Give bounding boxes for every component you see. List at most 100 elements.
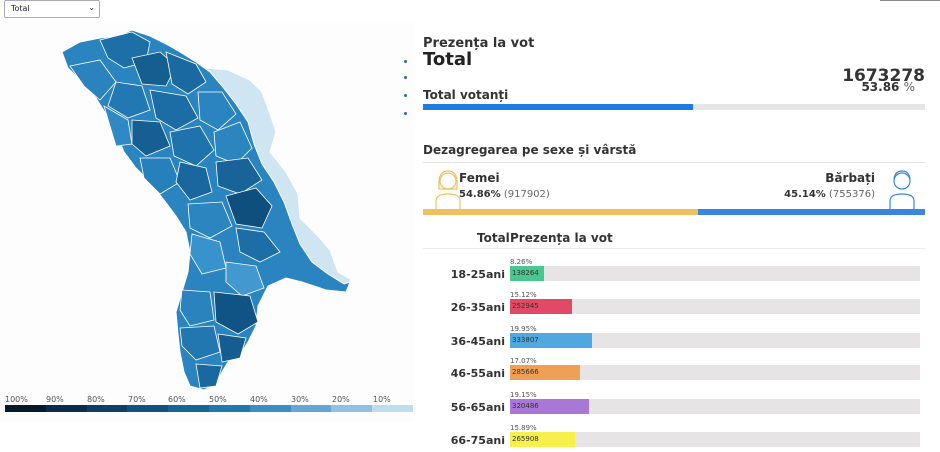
map-district[interactable] (195, 363, 223, 389)
age-row-track: 265908 (510, 432, 920, 447)
male-value: 45.14% (755376) (784, 189, 875, 200)
scale-label: 70% (128, 395, 146, 404)
age-row: 18-25ani 8.26% 138264 (423, 258, 925, 286)
percent-unit: % (903, 80, 915, 94)
male-percent: 45.14% (784, 189, 826, 200)
age-row-count: 252945 (512, 302, 539, 310)
map-district[interactable] (225, 261, 265, 297)
color-scale-segment (5, 405, 46, 412)
age-row-bar (510, 299, 572, 314)
map-district[interactable] (215, 157, 263, 195)
age-row-count: 138264 (512, 269, 539, 277)
color-scale-segment (45, 405, 87, 412)
map-district[interactable] (197, 91, 237, 131)
scale-label: 100% (5, 395, 28, 404)
age-row: 56-65ani 19.15% 320486 (423, 391, 925, 419)
divider (423, 162, 925, 163)
map-district[interactable] (175, 161, 213, 201)
color-scale-segment (372, 405, 413, 412)
age-row-bar (510, 399, 589, 414)
total-turnout-percent-value: 53.86 (861, 80, 900, 94)
gender-breakdown: Femei 54.86% (917902) Bărbați 45.14% (75… (423, 165, 925, 215)
age-row: 66-75ani 15.89% 265908 (423, 424, 925, 452)
map-district[interactable] (107, 81, 151, 119)
female-icon (435, 170, 461, 211)
total-voters-bar (423, 104, 925, 110)
turnout-heading: Prezența la vot (423, 36, 535, 51)
scale-label: 50% (209, 395, 227, 404)
total-voters-count: 1673278 (842, 66, 925, 86)
color-scale-segment (127, 405, 169, 412)
scale-label: 60% (168, 395, 186, 404)
map-district[interactable] (213, 291, 259, 335)
male-label: Bărbați (825, 171, 875, 185)
female-label: Femei (459, 171, 500, 185)
map-district[interactable] (235, 227, 281, 263)
female-percent: 54.86% (459, 189, 501, 200)
age-row-track: 320486 (510, 399, 920, 414)
age-row-bar (510, 432, 576, 447)
age-row-label: 26-35ani (450, 301, 505, 314)
map-district[interactable] (139, 157, 181, 195)
gender-bar-female (423, 209, 699, 215)
color-scale-segment (290, 405, 332, 412)
color-scale-segment (249, 405, 291, 412)
age-row-bar (510, 333, 592, 348)
age-row-percent: 17.07% (510, 357, 537, 365)
age-row: 46-55ani 17.07% 285666 (423, 357, 925, 385)
age-row-label: 66-75ani (450, 434, 505, 447)
map-district[interactable] (225, 187, 273, 229)
female-value: 54.86% (917902) (459, 189, 550, 200)
age-row: 36-45ani 19.95% 333807 (423, 325, 925, 353)
region-select-value: Total (11, 4, 30, 13)
region-select[interactable]: Total ⌄ (4, 0, 100, 18)
map-district[interactable] (169, 125, 215, 167)
age-row-bar (510, 365, 580, 380)
age-row-percent: 19.15% (510, 391, 537, 399)
map-district[interactable] (131, 119, 171, 157)
age-row-label: 56-65ani (450, 401, 505, 414)
moldova-map[interactable] (0, 22, 415, 402)
map-district[interactable] (187, 201, 233, 239)
age-row: 26-35ani 15.12% 252945 (423, 291, 925, 319)
color-scale-segment (86, 405, 128, 412)
color-scale-segment (168, 405, 209, 412)
age-row-count: 285666 (512, 368, 539, 376)
scale-label: 30% (291, 395, 309, 404)
divider (423, 248, 925, 249)
age-row-track: 285666 (510, 365, 920, 380)
total-voters-label: Total votanți (423, 88, 509, 102)
map-district[interactable] (179, 289, 215, 327)
male-icon (889, 170, 915, 211)
chevron-down-icon: ⌄ (88, 3, 95, 12)
scale-label: 40% (250, 395, 268, 404)
age-row-percent: 19.95% (510, 325, 537, 333)
age-header-total: Total (477, 231, 510, 245)
total-voters-bar-fill (423, 104, 694, 110)
male-count: (755376) (829, 189, 875, 200)
total-turnout-percent: 53.86 % (861, 80, 915, 94)
color-scale-bar (5, 405, 413, 412)
map-district[interactable] (189, 233, 227, 275)
age-row-label: 36-45ani (450, 335, 505, 348)
scale-label: 90% (46, 395, 64, 404)
age-header-turnout: Prezența la vot (510, 231, 613, 245)
map-district[interactable] (217, 333, 247, 363)
age-row-count: 333807 (512, 336, 539, 344)
age-row-track: 333807 (510, 333, 920, 348)
age-row-track: 252945 (510, 299, 920, 314)
legend-dots (402, 60, 410, 120)
map-district[interactable] (149, 89, 199, 131)
age-row-label: 18-25ani (450, 268, 505, 281)
color-scale-segment (331, 405, 373, 412)
map-district[interactable] (213, 121, 253, 165)
map-district[interactable] (69, 59, 117, 101)
map-district[interactable] (179, 325, 221, 361)
age-row-percent: 15.89% (510, 424, 537, 432)
age-row-label: 46-55ani (450, 367, 505, 380)
map-district[interactable] (165, 51, 207, 95)
female-count: (917902) (503, 189, 550, 200)
gender-bar (423, 209, 925, 215)
top-right-link[interactable] (880, 0, 940, 3)
age-row-percent: 15.12% (510, 291, 537, 299)
